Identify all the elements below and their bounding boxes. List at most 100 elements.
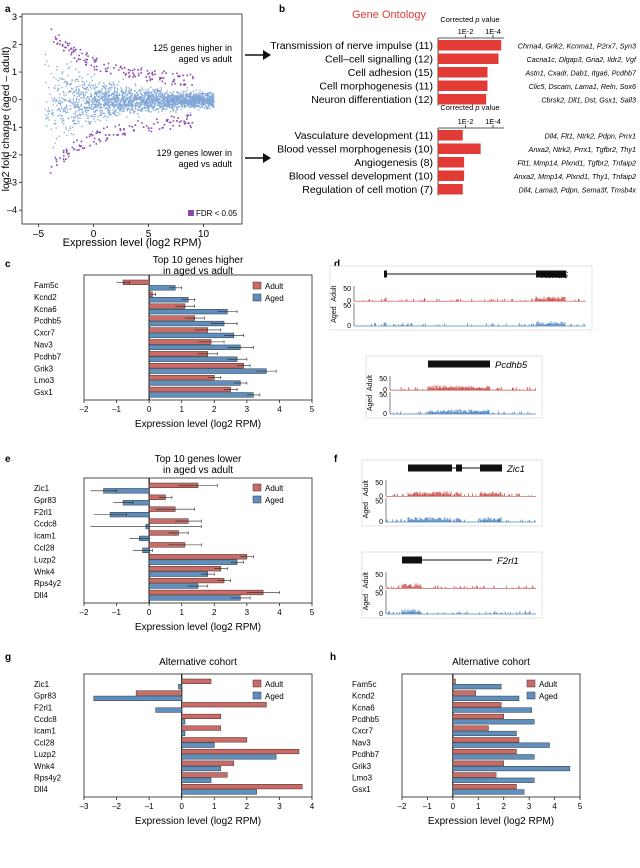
chart-title-line1: Top 10 genes lower — [155, 454, 242, 465]
bar-aged — [181, 754, 277, 760]
bar-adult — [452, 784, 517, 790]
go-gene-list: Cbrsk2, Dll1, Dst, Gsx1, Sall3 — [541, 96, 636, 105]
go-gene-list: Flt1, Mmp14, Plxnd1, Tgfbr2, Tnfaip2 — [517, 159, 636, 168]
plot-frame — [83, 274, 313, 401]
track-tick-zero: 0 — [379, 585, 383, 592]
coverage-adult — [391, 385, 536, 391]
go-gene-list: Cacna1c, Dlgap3, Gria2, Ildr2, Vgf — [527, 55, 637, 64]
category-label: Luzp2 — [34, 750, 56, 759]
go-bar — [438, 40, 502, 51]
pvalue-tick-label: 1E-4 — [485, 117, 501, 126]
x-tick-label: –3 — [80, 802, 89, 811]
bar-adult — [148, 554, 248, 560]
x-tick-label: 1 — [476, 802, 481, 811]
go-bar — [438, 80, 488, 91]
x-tick-label: 1 — [179, 405, 184, 414]
bar-aged — [452, 707, 532, 713]
track-tick-zero: 0 — [379, 611, 383, 618]
bar-aged — [181, 730, 186, 737]
panel-label: a — [5, 4, 11, 15]
bar-aged — [181, 742, 215, 748]
gene-exon — [402, 556, 418, 564]
panel-label: e — [5, 454, 11, 465]
gene-exon — [408, 464, 452, 472]
go-groups: Corrected p value 1E-2 1E-4 Transmission of… — [270, 15, 637, 196]
x-tick-label: –2 — [80, 608, 89, 617]
bar-adult — [181, 772, 228, 778]
go-term-label: Blood vessel development (10) — [289, 171, 433, 183]
x-tick-label: 3 — [277, 802, 282, 811]
go-term-label: Cell–cell signalling (12) — [325, 54, 433, 66]
x-tick-label: 1 — [179, 608, 184, 617]
category-label: F2rl1 — [34, 508, 53, 517]
go-title: Gene Ontology — [352, 9, 426, 21]
x-tick-label: –1 — [145, 802, 154, 811]
x-tick-label: 4 — [552, 802, 557, 811]
coverage-adult — [362, 296, 585, 302]
category-label: Grik3 — [34, 364, 54, 373]
go-bar — [438, 143, 481, 154]
panel-g: g Alternative cohort –3 –2 –1 0 1 2 3 4 Expression… — [5, 652, 315, 827]
y-tick-label: –4 — [7, 205, 17, 215]
arrow-lower-head — [263, 153, 271, 163]
category-label: Ccdc8 — [34, 715, 57, 724]
y-tick-label: –2 — [7, 150, 17, 160]
go-term-label: Regulation of cell motion (7) — [302, 184, 433, 196]
track-tick-zero: 0 — [347, 323, 351, 330]
pvalue-axis-title-suffix: value — [480, 103, 500, 112]
legend-swatch-adult — [252, 679, 262, 688]
pvalue-tick-label: 1E-4 — [485, 27, 501, 36]
legend-swatch — [188, 210, 194, 216]
bar-adult — [148, 589, 264, 596]
y-tick-label: 0 — [12, 95, 17, 105]
track-tick-top: 50 — [379, 392, 387, 399]
x-tick-label: 3 — [245, 405, 250, 414]
pvalue-axis-title-suffix: value — [480, 15, 500, 24]
track-label-adult: Adult — [363, 572, 370, 588]
plot-frame — [401, 673, 581, 798]
bar-adult — [181, 702, 267, 708]
bar-adult — [452, 772, 497, 778]
go-gene-list: Anxa2, Ntrk2, Prrx1, Tgfbr2, Thy1 — [528, 145, 636, 154]
annotation-lower-line1: 129 genes lower in — [156, 148, 232, 158]
legend-label-aged: Aged — [265, 294, 284, 303]
bar-adult — [181, 760, 235, 766]
bar-aged — [452, 742, 550, 748]
category-label: Zic1 — [34, 680, 50, 689]
bar-aged — [181, 766, 222, 772]
category-label: Pcdhb7 — [352, 750, 380, 759]
track-tick-top: 50 — [343, 303, 351, 310]
gene-name: F2rl1 — [497, 556, 519, 567]
y-tick-label: –1 — [7, 122, 17, 132]
pvalue-axis-title-p: p — [474, 15, 479, 24]
x-tick-label: 4 — [277, 405, 282, 414]
chart-title-line2: in aged vs adult — [163, 266, 233, 277]
x-tick-label: 5 — [146, 229, 152, 240]
go-bar — [438, 170, 465, 181]
legend-swatch-aged — [252, 495, 262, 504]
annotation-lower-line2: aged vs adult — [178, 159, 232, 169]
x-tick-label: 5 — [310, 405, 315, 414]
panel-b: b Gene Ontology Corrected p value 1E-2 1E-… — [270, 4, 637, 196]
pvalue-tick-label: 1E-2 — [458, 27, 474, 36]
legend-label-adult: Adult — [265, 484, 284, 493]
category-label: Kcna6 — [352, 703, 375, 712]
y-axis-label: log2 fold change (aged – adult) — [0, 47, 12, 192]
coverage-aged — [361, 321, 585, 326]
gene-name: Kcna6 — [541, 270, 569, 281]
track-tick-top: 50 — [375, 480, 383, 487]
gene-exon — [384, 270, 387, 278]
bar-aged — [178, 684, 182, 690]
x-axis-label: Expression level (log2 RPM) — [135, 816, 261, 827]
legend-label-adult: Adult — [265, 282, 284, 291]
y-tick-label: 1 — [12, 67, 17, 77]
coverage-aged — [385, 517, 536, 522]
legend-swatch-aged — [252, 691, 262, 700]
x-tick-label: 0 — [91, 229, 97, 240]
bar-adult — [452, 690, 476, 696]
go-gene-list: Chrna4, Grik2, Kcnma1, P2rx7, Syn3 — [518, 42, 636, 51]
category-label: Pcdhb7 — [34, 352, 62, 361]
bar-adult — [452, 678, 456, 684]
track-label-aged: Aged — [331, 306, 338, 322]
